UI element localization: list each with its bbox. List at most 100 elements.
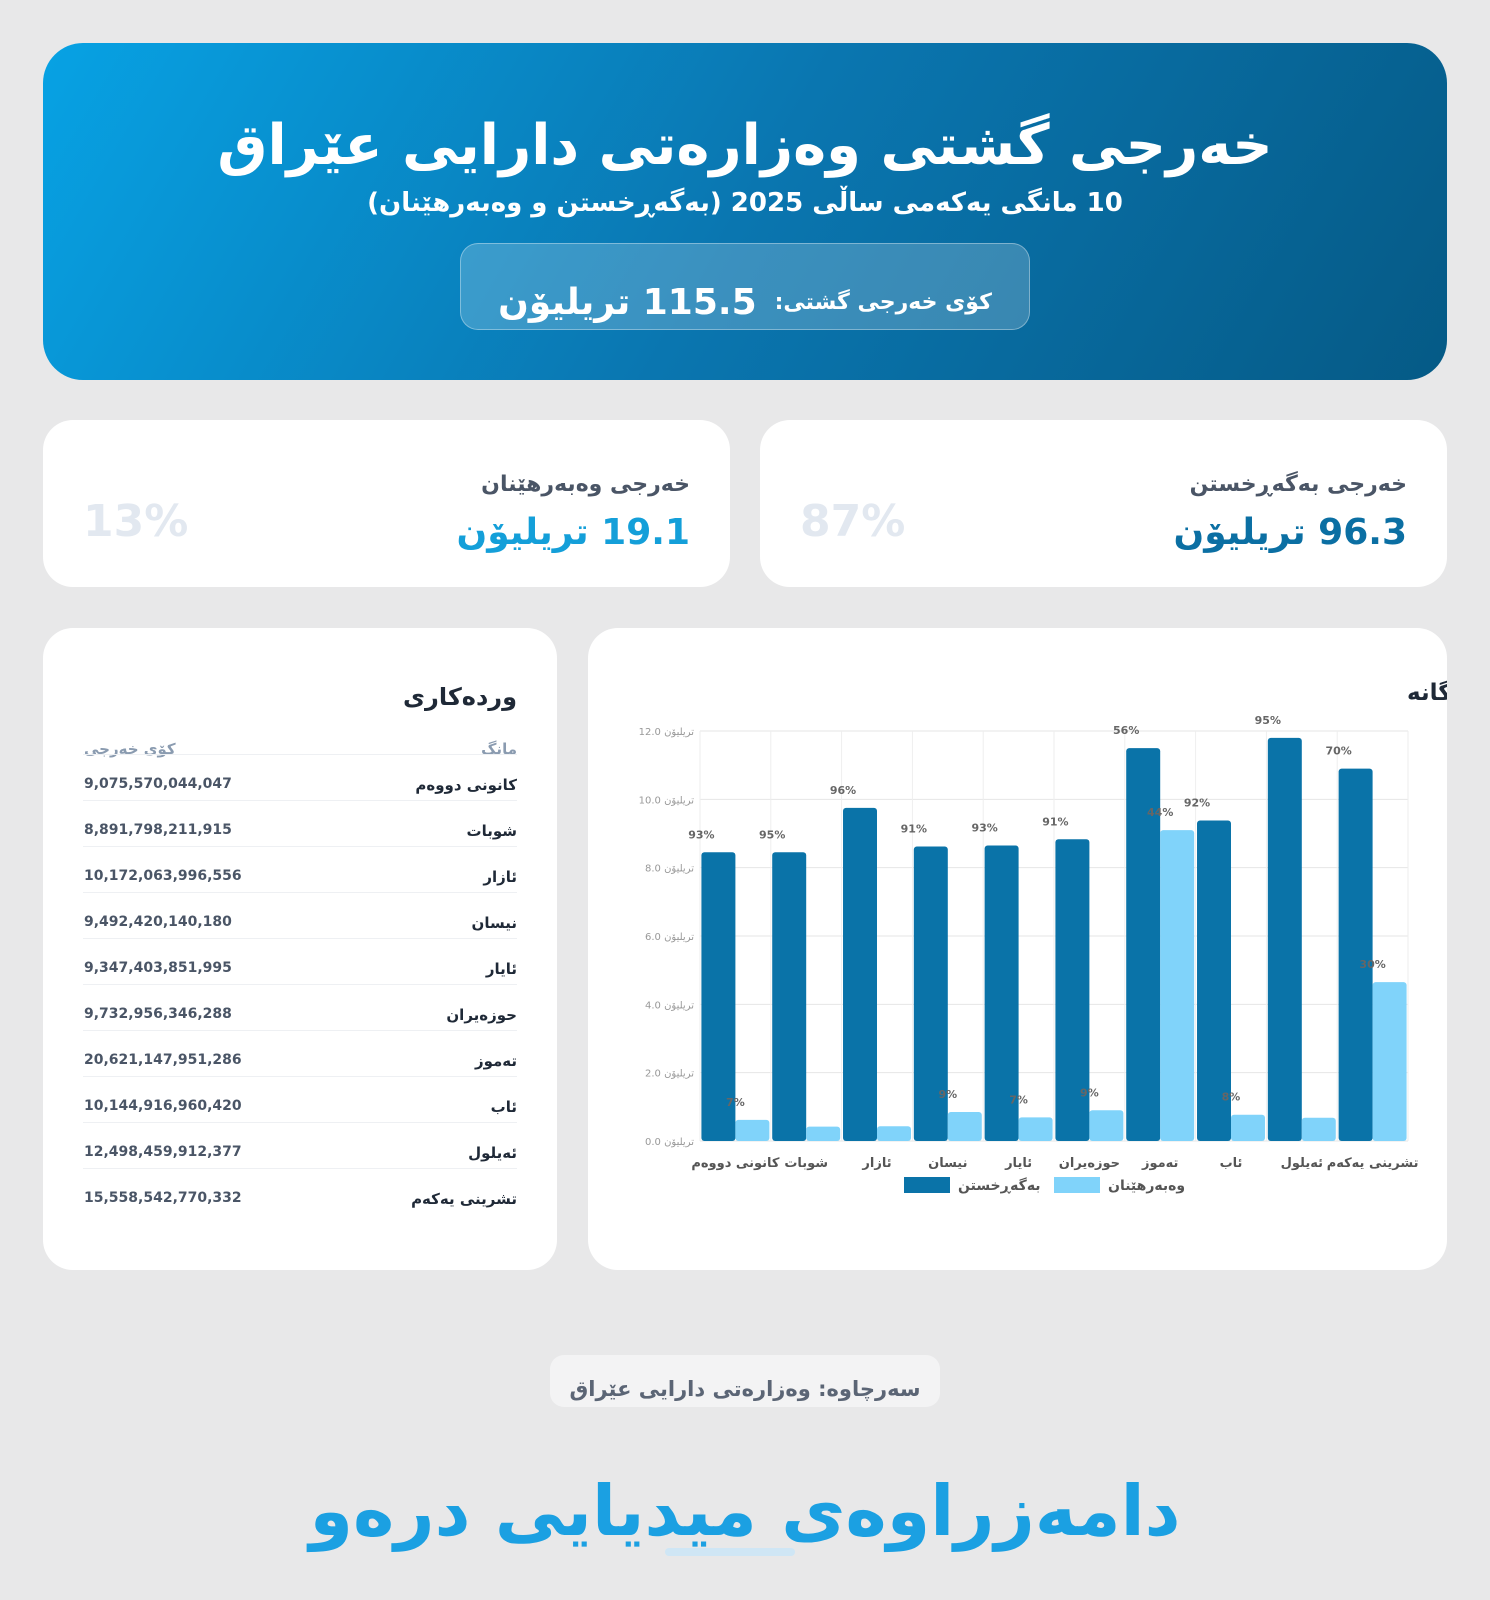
bar	[1089, 1110, 1124, 1141]
y-tick-label: 6.0 تریلیۆن	[645, 932, 694, 943]
data-label: 93%	[688, 828, 714, 841]
total-cell: 9,075,570,044,047	[84, 776, 232, 792]
row-divider	[83, 1076, 517, 1077]
total-cell: 9,732,956,346,288	[84, 1006, 232, 1022]
total-label: کۆی خەرجی گشتی:	[774, 290, 992, 315]
data-label: 95%	[759, 828, 785, 841]
chart: بەراوردکاری مانگانە 0.0 تریلیۆن 2.0 تریلی…	[639, 679, 1447, 1194]
source: سەرچاوە: وەزارەتی دارایی عێراق	[550, 1355, 940, 1407]
bar	[1338, 768, 1373, 1141]
y-tick-label: 10.0 تریلیۆن	[639, 795, 695, 806]
row-divider	[83, 892, 517, 893]
month-cell: ئاب	[490, 1098, 517, 1116]
bar	[772, 852, 807, 1141]
data-label: 56%	[1113, 724, 1139, 737]
x-tick-label: ئازار	[861, 1156, 891, 1171]
x-tick-label: کانونی دووەم	[691, 1156, 780, 1171]
kpi-card: خەرجی بەگەڕخستن 96.3 تریلیۆن 87%	[760, 420, 1447, 587]
bar	[984, 845, 1019, 1141]
total-cell: 15,558,542,770,332	[84, 1190, 242, 1206]
x-tick-label: حوزەیران	[1059, 1156, 1120, 1171]
total-cell: 9,347,403,851,995	[84, 960, 232, 976]
total-cell: 10,172,063,996,556	[84, 868, 242, 884]
data-label: 92%	[1184, 797, 1210, 810]
data-label: 7%	[726, 1096, 745, 1109]
bar	[1160, 830, 1195, 1141]
chart-card: بەراوردکاری مانگانە 0.0 تریلیۆن 2.0 تریلی…	[588, 628, 1447, 1270]
bar	[1267, 737, 1302, 1141]
title: خەرجی گشتی وەزارەتی دارایی عێراق	[217, 113, 1273, 178]
bar	[806, 1126, 841, 1141]
bar	[1301, 1117, 1336, 1141]
y-tick-label: 2.0 تریلیۆن	[645, 1069, 694, 1080]
row-divider	[83, 846, 517, 847]
row-divider	[83, 984, 517, 985]
table-card: وردەکاری مانگ کۆی خەرجی کانونی دووەم 9,07…	[43, 628, 557, 1270]
month-cell: تشرینی یەکەم	[411, 1190, 517, 1208]
bar	[947, 1111, 982, 1141]
month-cell: ئایار	[485, 960, 517, 978]
x-tick-label: ئەیلول	[1281, 1156, 1323, 1171]
total-cell: 12,498,459,912,377	[84, 1144, 242, 1160]
legend-swatch	[1054, 1177, 1100, 1193]
total-cell: 20,621,147,951,286	[84, 1052, 242, 1068]
month-cell: کانونی دووەم	[415, 776, 517, 794]
kpi-share: 13%	[83, 496, 189, 547]
legend-label: بەگەڕخستن	[958, 1177, 1041, 1194]
month-cell: حوزەیران	[446, 1006, 517, 1024]
data-label: 93%	[971, 821, 997, 834]
y-tick-label: 4.0 تریلیۆن	[645, 1000, 694, 1011]
y-tick-label: 8.0 تریلیۆن	[645, 864, 694, 875]
bar	[735, 1119, 770, 1141]
month-cell: ئازار	[483, 868, 517, 886]
bar	[1055, 839, 1090, 1141]
data-label: 95%	[1255, 714, 1281, 727]
row-divider	[83, 938, 517, 939]
data-label: 7%	[1009, 1093, 1028, 1106]
bar	[913, 846, 948, 1141]
kpi-value: 19.1 تریلیۆن	[456, 512, 690, 553]
x-tick-label: نیسان	[928, 1156, 967, 1171]
total-cell: 10,144,916,960,420	[84, 1098, 242, 1114]
row-divider	[83, 1168, 517, 1169]
x-tick-label: تشرینی یەکەم	[1327, 1156, 1419, 1171]
brand-underline	[665, 1548, 795, 1556]
kpi-label: خەرجی بەگەڕخستن	[1189, 472, 1407, 497]
column-header: کۆی خەرجی	[84, 740, 176, 758]
y-tick-label: 12.0 تریلیۆن	[639, 727, 695, 738]
row-divider	[83, 1122, 517, 1123]
month-cell: شوبات	[466, 822, 518, 840]
data-label: 70%	[1325, 745, 1351, 758]
data-label: 9%	[1080, 1086, 1099, 1099]
kpi-card: خەرجی وەبەرهێنان 19.1 تریلیۆن 13%	[43, 420, 730, 587]
data-label: 91%	[1042, 815, 1068, 828]
column-header: مانگ	[481, 740, 517, 758]
x-tick-label: ئایار	[1004, 1156, 1032, 1171]
total-cell: 9,492,420,140,180	[84, 914, 232, 930]
data-label: 9%	[938, 1088, 957, 1101]
data-label: 96%	[830, 784, 856, 797]
header: خەرجی گشتی وەزارەتی دارایی عێراق 10 مانگ…	[43, 43, 1447, 380]
total-cell: 8,891,798,211,915	[84, 822, 232, 838]
data-label: 8%	[1222, 1091, 1241, 1104]
month-cell: ئەیلول	[468, 1144, 517, 1162]
total-box: کۆی خەرجی گشتی: 115.5 تریلیۆن	[460, 243, 1030, 330]
kpi-share: 87%	[800, 496, 906, 547]
table-title: وردەکاری	[403, 683, 517, 711]
subtitle: 10 مانگی یەکەمی ساڵی 2025 (بەگەڕخستن و و…	[367, 188, 1123, 218]
bar	[843, 807, 877, 1141]
row-divider	[83, 1030, 517, 1031]
x-tick-label: ئاب	[1220, 1156, 1243, 1171]
row-divider	[83, 754, 517, 755]
row-divider	[83, 800, 517, 801]
month-cell: نیسان	[471, 914, 517, 932]
bar	[1126, 748, 1161, 1141]
month-cell: تەموز	[474, 1052, 517, 1070]
data-label: 30%	[1359, 958, 1385, 971]
data-label: 44%	[1147, 806, 1173, 819]
brand: دامەزراوەی میدیایی درەو	[309, 1470, 1181, 1552]
kpi-label: خەرجی وەبەرهێنان	[481, 472, 690, 497]
data-label: 91%	[901, 822, 927, 835]
bar	[1372, 982, 1407, 1141]
